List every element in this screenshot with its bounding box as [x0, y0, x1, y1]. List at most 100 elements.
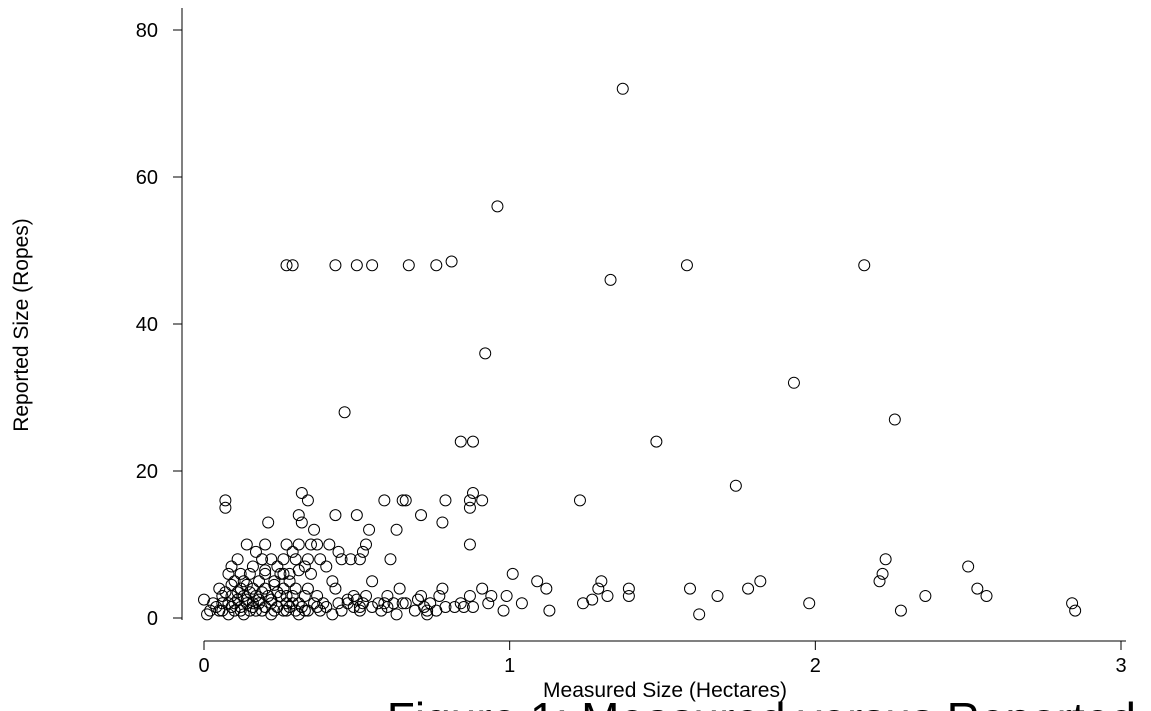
scatter-point: [286, 597, 299, 610]
scatter-point: [463, 494, 476, 507]
scatter-point: [338, 406, 351, 419]
scatter-point: [225, 560, 238, 573]
scatter-point: [280, 604, 293, 617]
scatter-point: [249, 604, 262, 617]
scatter-point: [378, 494, 391, 507]
scatter-point: [326, 575, 339, 588]
scatter-point: [292, 608, 305, 621]
scatter-point: [540, 582, 553, 595]
scatter-point: [311, 538, 324, 551]
scatter-point: [262, 516, 275, 529]
scatter-point: [601, 589, 614, 602]
scatter-point: [237, 575, 250, 588]
scatter-point: [344, 553, 357, 566]
scatter-point: [622, 582, 635, 595]
figure-caption: Figure 1: Measured versus Reported Plot …: [387, 693, 1151, 711]
scatter-point: [240, 597, 253, 610]
scatter-point: [888, 413, 901, 426]
scatter-point: [237, 589, 250, 602]
scatter-point: [301, 494, 314, 507]
scatter-point: [1066, 597, 1079, 610]
scatter-point: [466, 487, 479, 500]
scatter-point: [274, 567, 287, 580]
scatter-point: [219, 586, 232, 599]
scatter-point: [742, 582, 755, 595]
scatter-point: [387, 597, 400, 610]
scatter-point: [283, 575, 296, 588]
scatter-point: [858, 259, 871, 272]
x-tick-label: 2: [810, 655, 821, 677]
scatter-point: [295, 516, 308, 529]
scatter-point: [271, 560, 284, 573]
scatter-point: [454, 597, 467, 610]
scatter-point: [246, 597, 259, 610]
scatter-point: [234, 567, 247, 580]
scatter-point: [592, 582, 605, 595]
scatter-point: [222, 608, 235, 621]
scatter-point: [399, 494, 412, 507]
scatter-point: [314, 604, 327, 617]
scatter-point: [729, 479, 742, 492]
scatter-point: [231, 586, 244, 599]
scatter-point: [311, 589, 324, 602]
y-ticks: 0 20 40 60 80: [136, 20, 182, 630]
scatter-point: [454, 435, 467, 448]
scatter-point: [277, 567, 290, 580]
x-tick-label: 0: [198, 655, 209, 677]
data-points: [198, 82, 1082, 621]
scatter-point: [971, 582, 984, 595]
scatter-point: [286, 259, 299, 272]
scatter-point: [879, 553, 892, 566]
scatter-point: [506, 567, 519, 580]
scatter-point: [381, 589, 394, 602]
axes: 0 1 2 3 0 20 40 60 80: [136, 8, 1127, 677]
scatter-point: [476, 582, 489, 595]
scatter-point: [289, 553, 302, 566]
scatter-point: [295, 487, 308, 500]
scatter-point: [314, 553, 327, 566]
scatter-point: [803, 597, 816, 610]
scatter-point: [277, 604, 290, 617]
scatter-point: [240, 578, 253, 591]
scatter-point: [350, 259, 363, 272]
scatter-point: [754, 575, 767, 588]
scatter-point: [684, 582, 697, 595]
scatter-point: [265, 553, 278, 566]
scatter-point: [457, 600, 470, 613]
scatter-point: [873, 575, 886, 588]
scatter-point: [466, 600, 479, 613]
y-tick-label: 40: [136, 314, 158, 336]
scatter-point: [347, 589, 360, 602]
scatter-point: [962, 560, 975, 573]
scatter-point: [531, 575, 544, 588]
scatter-point: [479, 347, 492, 360]
scatter-point: [210, 600, 223, 613]
scatter-point: [411, 593, 424, 606]
scatter-point: [402, 259, 415, 272]
scatter-point: [415, 509, 428, 522]
y-tick-label: 0: [147, 608, 158, 630]
scatter-point: [353, 600, 366, 613]
scatter-point: [317, 597, 330, 610]
scatter-point: [439, 494, 452, 507]
scatter-point: [311, 600, 324, 613]
scatter-point: [353, 604, 366, 617]
y-tick-label: 20: [136, 461, 158, 483]
scatter-point: [650, 435, 663, 448]
scatter-point: [445, 255, 458, 268]
scatter-point: [265, 608, 278, 621]
scatter-point: [298, 560, 311, 573]
scatter-point: [448, 600, 461, 613]
scatter-point: [219, 494, 232, 507]
scatter-point: [249, 545, 262, 558]
scatter-point: [396, 494, 409, 507]
scatter-point: [237, 608, 250, 621]
scatter-point: [430, 259, 443, 272]
scatter-point: [466, 435, 479, 448]
scatter-point: [292, 564, 305, 577]
scatter-point: [283, 600, 296, 613]
scatter-point: [573, 494, 586, 507]
scatter-point: [399, 597, 412, 610]
scatter-point: [259, 567, 272, 580]
